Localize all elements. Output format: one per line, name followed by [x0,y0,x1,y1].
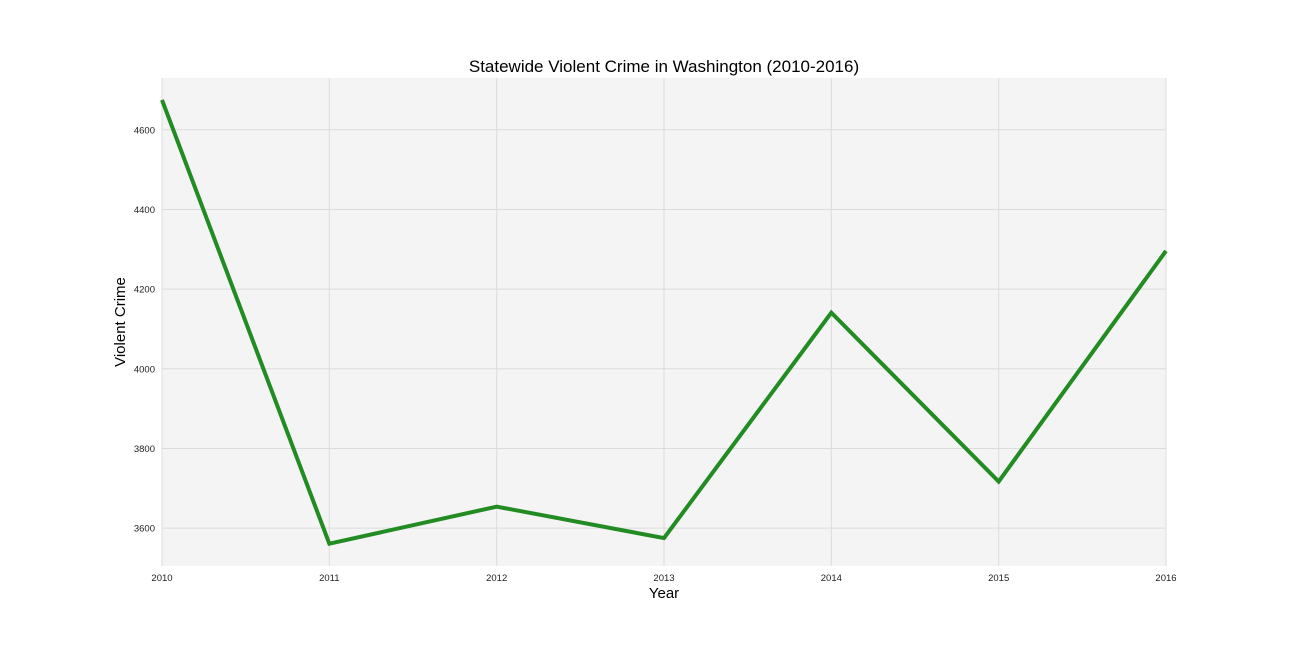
chart-title: Statewide Violent Crime in Washington (2… [469,57,859,76]
x-axis-label: Year [649,585,679,602]
x-tick-label: 2011 [319,573,339,584]
x-tick-label: 2012 [486,573,507,584]
x-tick-label: 2016 [1155,573,1176,584]
x-tick-label: 2010 [151,573,172,584]
y-tick-label: 4200 [134,285,155,296]
y-tick-labels: 3600 3800 4000 4200 4400 4600 [134,125,155,534]
y-axis-label: Violent Crime [112,277,129,367]
grid-lines [161,78,1167,566]
y-tick-label: 3800 [134,444,155,455]
x-tick-label: 2015 [988,573,1009,584]
y-tick-label: 4400 [134,205,155,216]
y-tick-label: 4000 [134,364,155,375]
y-tick-label: 3600 [134,524,155,535]
x-tick-label: 2013 [653,573,674,584]
x-tick-labels: 2010 2011 2012 2013 2014 2015 2016 [151,573,1176,584]
x-tick-label: 2014 [821,573,842,584]
y-tick-label: 4600 [134,125,155,136]
series-group [160,99,1168,547]
